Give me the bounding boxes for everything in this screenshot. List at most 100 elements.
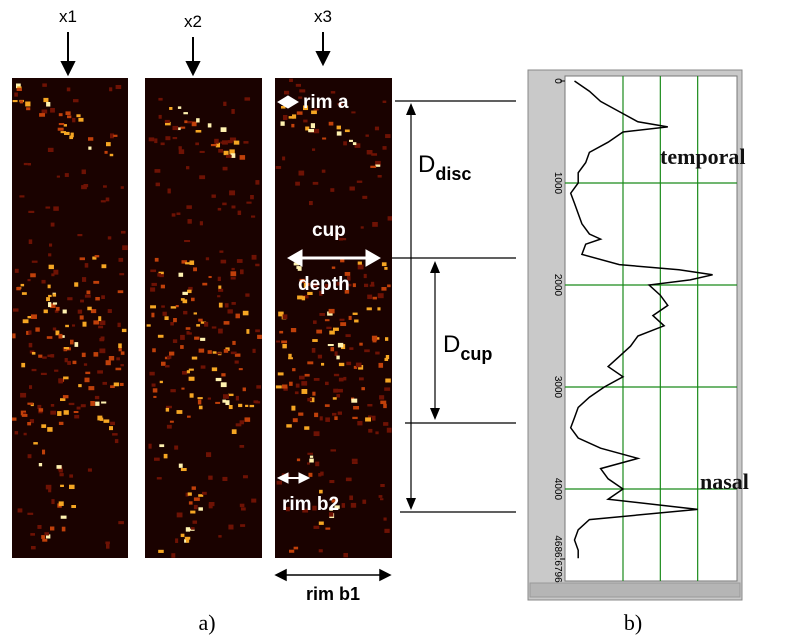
speckle — [50, 222, 55, 227]
speckle — [55, 330, 60, 336]
speckle — [187, 219, 192, 224]
speckle — [366, 307, 372, 311]
speckle — [245, 293, 250, 297]
speckle — [215, 352, 222, 355]
speckle — [200, 337, 206, 341]
speckle — [198, 318, 203, 322]
speckle — [29, 350, 35, 354]
speckle — [341, 238, 347, 241]
speckle — [30, 533, 36, 536]
speckle — [97, 370, 103, 374]
speckle — [322, 137, 327, 140]
speckle — [239, 445, 245, 448]
speckle — [158, 114, 162, 119]
speckle — [223, 349, 229, 353]
speckle — [120, 364, 124, 367]
speckle — [16, 287, 21, 291]
speckle — [61, 526, 66, 532]
speckle — [370, 281, 375, 286]
speckle — [377, 293, 384, 299]
speckle — [189, 393, 194, 398]
speckle — [244, 97, 251, 101]
speckle — [109, 153, 114, 157]
speckle — [99, 338, 105, 342]
speckle — [37, 404, 42, 409]
speckle — [318, 473, 322, 477]
speckle — [330, 188, 335, 192]
speckle — [307, 397, 312, 402]
speckle — [368, 415, 372, 418]
speckle — [380, 484, 385, 488]
speckle — [48, 253, 52, 257]
speckle — [85, 371, 91, 375]
speckle — [214, 138, 219, 144]
speckle — [355, 362, 362, 368]
speckle — [43, 97, 49, 103]
speckle — [117, 290, 124, 294]
speckle — [349, 495, 354, 501]
speckle — [48, 264, 54, 270]
speckle — [99, 320, 106, 326]
y-tick-label: 4000 — [552, 478, 563, 501]
speckle — [303, 119, 308, 123]
speckle — [327, 311, 333, 316]
speckle — [339, 318, 345, 321]
speckle — [196, 118, 200, 123]
caption-b: b) — [624, 610, 642, 635]
speckle — [293, 262, 299, 266]
speckle — [22, 319, 29, 324]
speckle — [185, 327, 191, 330]
speckle — [55, 306, 60, 311]
speckle — [52, 293, 57, 297]
speckle — [21, 292, 27, 295]
speckle — [351, 111, 356, 114]
speckle — [234, 353, 241, 357]
speckle — [333, 327, 339, 331]
speckle — [382, 146, 387, 150]
speckle — [362, 195, 368, 199]
speckle — [37, 525, 42, 529]
column-arrows — [60, 32, 331, 77]
speckle — [230, 351, 237, 355]
speckle — [42, 449, 46, 455]
speckle — [231, 267, 235, 271]
speckle — [54, 309, 59, 313]
speckle — [198, 348, 205, 353]
speckle — [156, 477, 162, 480]
speckle — [215, 142, 221, 148]
reference-lines — [392, 100, 516, 513]
speckle — [83, 184, 89, 188]
speckle — [231, 429, 237, 435]
speckle — [58, 113, 63, 117]
speckle — [180, 468, 187, 472]
speckle — [176, 212, 181, 215]
speckle — [218, 328, 223, 334]
speckle — [45, 206, 51, 209]
speckle — [352, 312, 358, 315]
speckle — [48, 489, 52, 493]
speckle — [206, 452, 212, 458]
speckle — [154, 257, 159, 262]
speckle — [192, 520, 198, 524]
speckle — [381, 287, 387, 291]
speckle — [164, 119, 170, 123]
speckle — [303, 283, 308, 288]
speckle — [367, 294, 373, 300]
speckle — [122, 245, 128, 251]
speckle — [198, 507, 203, 511]
speckle — [328, 308, 335, 314]
speckle — [52, 327, 57, 331]
speckle — [23, 432, 27, 436]
speckle — [242, 310, 249, 316]
speckle — [372, 296, 377, 300]
speckle — [218, 302, 223, 308]
speckle — [188, 376, 195, 381]
speckle — [275, 385, 282, 389]
speckle — [38, 408, 44, 412]
speckle — [354, 143, 361, 148]
speckle — [115, 367, 122, 371]
speckle — [187, 492, 192, 496]
speckle — [74, 282, 79, 287]
speckle — [302, 295, 309, 299]
speckle — [29, 419, 35, 424]
